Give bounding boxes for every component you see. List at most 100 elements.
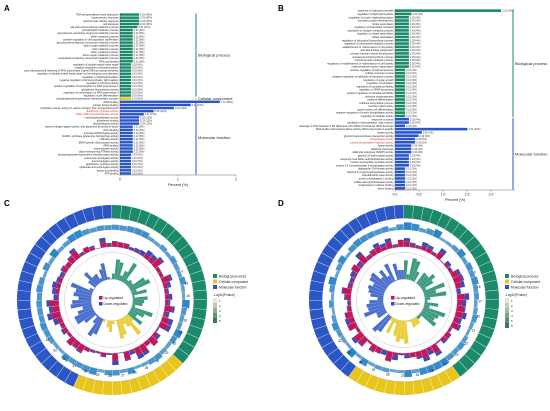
rich-factor-bar — [423, 306, 446, 318]
category-label: regulation of translational fidelity — [356, 84, 394, 88]
up-regulated-bar — [164, 305, 173, 313]
down-regulated-bar — [369, 248, 375, 253]
data-label: 0.22 (8%) — [134, 141, 145, 144]
rich-factor-bar — [377, 297, 384, 300]
rich-factor-bar — [116, 262, 124, 281]
category-ring-sector — [172, 348, 189, 364]
category-ring-sector — [48, 223, 64, 240]
category-label: hydrolase activity, acting on carbon-nit… — [41, 106, 120, 110]
rich-factor-bar — [118, 319, 127, 335]
scale-swatch — [213, 308, 217, 313]
category-ring-sector — [112, 381, 122, 395]
scale-tick-label: 6 — [511, 324, 513, 328]
category-label: DNA-binding transcription factor activit… — [316, 127, 394, 131]
group-legend-swatch — [213, 274, 217, 278]
down-regulated-bar — [60, 328, 67, 335]
up-regulated-bar — [443, 331, 451, 339]
gene-count-bar — [366, 230, 376, 240]
up-regulated-bar — [425, 346, 433, 352]
data-label: 0.21 (3%) — [406, 174, 417, 177]
bar — [120, 137, 133, 141]
rich-factor-bar — [75, 288, 93, 296]
up-regulated-bar — [49, 300, 60, 307]
rich-factor-bar — [131, 306, 153, 318]
bar — [395, 140, 416, 144]
gene-count-bar — [88, 227, 98, 234]
data-label: 0.30 (37%) — [138, 26, 150, 29]
rich-factor-bar — [406, 274, 410, 280]
category-ring-sector — [445, 366, 460, 383]
rich-factor-bar — [370, 272, 389, 288]
group-label: Molecular function — [198, 135, 230, 140]
category-label: protein phosphatase 1 binding — [359, 177, 394, 181]
gene-count-bar — [36, 292, 43, 300]
rich-factor-bar — [419, 273, 436, 288]
up-regulated-bar — [123, 350, 131, 361]
category-label: glycerol transmembrane transporter activ… — [344, 134, 394, 138]
category-ring-sector — [470, 244, 487, 259]
gene-count-bar — [432, 360, 443, 371]
sector-number: 24 — [155, 359, 159, 363]
category-label: post-transcriptional tethering of RNA po… — [24, 69, 119, 73]
gene-count-bar — [468, 269, 476, 278]
category-ring-sector — [311, 317, 327, 330]
down-regulated-bar — [423, 356, 431, 362]
category-label: regulation of chlorophyll biosynthetic p… — [342, 38, 394, 42]
up-regulated-bar — [55, 288, 60, 295]
up-regulated-bar — [404, 352, 410, 356]
bar — [395, 98, 406, 101]
down-regulated-bar — [164, 311, 170, 318]
down-regulated-bar — [67, 255, 73, 261]
category-ring-sector — [29, 341, 46, 356]
down-regulated-bar — [48, 306, 54, 314]
group-legend-label: Biological process — [511, 275, 539, 279]
up-regulated-bar — [348, 316, 356, 324]
rich-factor-bar — [72, 300, 92, 305]
data-label: 0.29 (4%) — [410, 46, 421, 49]
down-regulated-bar — [155, 326, 160, 333]
data-label: 0.93 (44%) — [175, 107, 187, 110]
bar — [120, 153, 132, 156]
up-regulated-bar — [384, 350, 393, 362]
gene-count-bar — [334, 270, 340, 279]
category-ring-sector — [374, 207, 387, 223]
category-ring-sector — [481, 316, 497, 329]
rich-factor-bar — [120, 318, 126, 325]
up-regulated-bar — [160, 316, 170, 325]
gene-count-bar — [461, 335, 469, 344]
data-label: 0.29 (4%) — [410, 26, 421, 29]
category-ring-sector — [193, 290, 207, 300]
x-tick-label: 0 — [119, 178, 121, 182]
bar — [395, 164, 409, 167]
bar — [120, 47, 133, 51]
bar — [120, 94, 132, 97]
data-label: 0.29 (4%) — [410, 20, 421, 23]
up-regulated-bar — [58, 277, 64, 284]
rich-factor-bar — [106, 320, 110, 328]
rich-factor-bar — [412, 318, 419, 326]
rich-factor-bar — [416, 272, 427, 285]
bar — [120, 162, 132, 166]
bar — [120, 22, 140, 26]
rich-factor-bar — [372, 282, 386, 292]
data-label: 0.34 (4%) — [412, 13, 423, 16]
category-label: cellular response to heat — [365, 71, 394, 75]
gene-count-bar — [36, 284, 44, 293]
category-ring-sector — [464, 236, 481, 252]
data-label: 0.19 (6%) — [132, 88, 143, 91]
bar — [120, 78, 132, 82]
data-label: 0.21 (3%) — [406, 178, 417, 181]
up-regulated-bar — [123, 244, 130, 250]
down-regulated-bar — [106, 242, 112, 245]
gene-count-bar — [178, 276, 187, 286]
gene-count-bar — [133, 227, 143, 236]
scale-title: -Log10(Pvalue) — [505, 293, 527, 297]
up-regulated-bar — [79, 252, 86, 257]
gene-count-bar — [473, 300, 478, 308]
category-label: positive regulation of leaf senescence — [350, 68, 394, 72]
category-ring-sector — [172, 236, 189, 252]
down-regulated-bar — [384, 359, 391, 362]
up-regulated-bar — [162, 282, 168, 289]
sector-number: 30 — [84, 369, 88, 373]
up-regulated-bar — [425, 247, 433, 254]
